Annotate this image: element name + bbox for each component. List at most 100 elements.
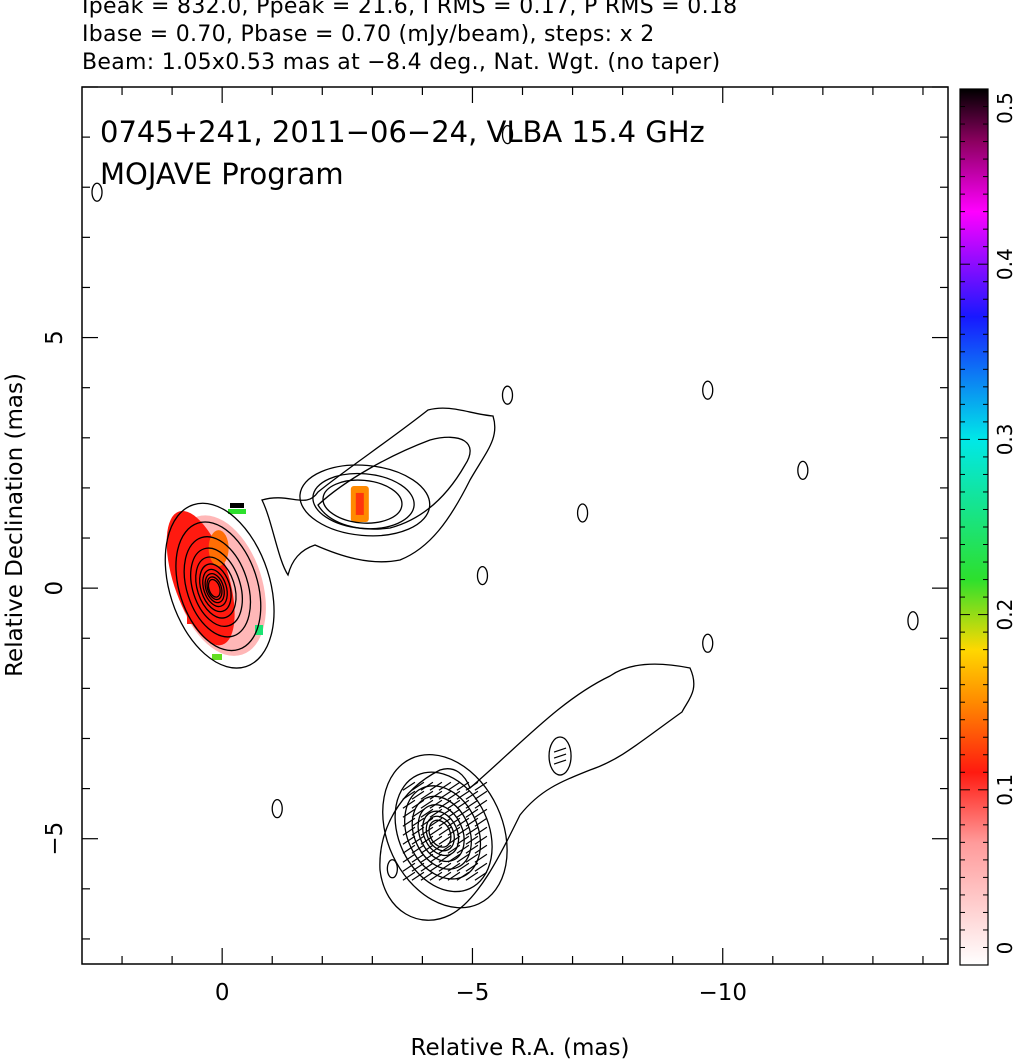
polarization-layer	[166, 485, 369, 660]
program-label: MOJAVE Program	[100, 157, 344, 191]
contour-level	[164, 502, 275, 669]
noise-contour	[797, 460, 809, 481]
polarization-patch	[255, 625, 263, 635]
contour-level	[411, 795, 472, 870]
noise-contour	[907, 611, 919, 631]
colorbar-tick-label: 0.2	[993, 599, 1017, 631]
evpa-vector	[402, 871, 416, 881]
evpa-vector	[465, 808, 479, 818]
evpa-vector	[429, 853, 443, 863]
evpa-vector	[411, 862, 425, 872]
evpa-vector	[465, 817, 479, 827]
colorbar-tick-label: 0	[993, 942, 1017, 955]
evpa-vector	[438, 871, 452, 881]
contour-level	[394, 771, 493, 893]
noise-contour	[702, 380, 714, 400]
evpa-vector	[438, 826, 452, 836]
evpa-vector	[402, 781, 416, 791]
noise-contour	[501, 124, 514, 145]
y-axis-label: Relative Declination (mas)	[2, 373, 28, 677]
header-beam-line: Beam: 1.05x0.53 mas at −8.4 deg., Nat. W…	[82, 50, 721, 75]
evpa-vector	[438, 790, 452, 800]
evpa-vector	[429, 808, 443, 818]
evpa-vector	[474, 853, 488, 863]
evpa-vector	[474, 835, 488, 845]
noise-contour	[476, 565, 489, 586]
evpa-vector	[456, 799, 470, 809]
evpa-vector	[420, 826, 434, 836]
evpa-vector	[447, 844, 461, 854]
evpa-vector	[456, 826, 470, 836]
contour-level	[312, 472, 415, 530]
contour-level	[190, 547, 243, 627]
header-stats-line: Ipeak = 832.0, Ppeak = 21.6, I RMS = 0.1…	[82, 0, 738, 19]
evpa-vector	[420, 844, 434, 854]
evpa-vector	[553, 759, 567, 765]
evpa-vector	[456, 853, 470, 863]
plot-frame	[81, 86, 949, 965]
evpa-vector	[474, 799, 488, 809]
evpa-vector	[429, 844, 443, 854]
noise-contour	[91, 182, 103, 202]
noise-contour	[386, 859, 399, 879]
evpa-vector	[402, 817, 416, 827]
evpa-vector	[402, 808, 416, 818]
evpa-vector	[411, 781, 425, 791]
colorbar-tick-label: 0.5	[993, 92, 1017, 124]
y-tick-label: 5	[42, 330, 68, 345]
evpa-vector	[411, 790, 425, 800]
evpa-vector	[474, 781, 488, 791]
evpa-vector	[429, 799, 443, 809]
evpa-vector	[474, 826, 488, 836]
evpa-vector	[411, 826, 425, 836]
contour-level	[202, 568, 228, 608]
evpa-vector	[447, 871, 461, 881]
evpa-vector	[411, 799, 425, 809]
evpa-vector	[474, 862, 488, 872]
evpa-vector	[438, 853, 452, 863]
y-tick-label: 0	[42, 581, 68, 596]
evpa-vector	[420, 853, 434, 863]
evpa-vector	[411, 844, 425, 854]
evpa-vector	[465, 790, 479, 800]
evpa-vector	[447, 826, 461, 836]
evpa-vector	[429, 826, 443, 836]
evpa-vector	[438, 781, 452, 791]
evpa-vector	[402, 862, 416, 872]
evpa-vector	[402, 844, 416, 854]
evpa-vector	[420, 799, 434, 809]
evpa-vector	[465, 826, 479, 836]
evpa-vector	[411, 817, 425, 827]
contour-level	[195, 556, 237, 619]
evpa-vector	[411, 808, 425, 818]
evpa-vector	[456, 790, 470, 800]
evpa-vector	[465, 835, 479, 845]
evpa-vector	[429, 817, 443, 827]
colorbar-tick-label: 0.3	[993, 423, 1017, 455]
header-base-line: Ibase = 0.70, Pbase = 0.70 (mJy/beam), s…	[82, 22, 655, 47]
evpa-vector	[465, 781, 479, 791]
x-tick-label: −5	[455, 980, 489, 1006]
evpa-vector	[465, 853, 479, 863]
contour-level	[382, 753, 508, 909]
north-jet-outer-contour	[261, 407, 496, 577]
evpa-vector	[456, 844, 470, 854]
evpa-vector	[402, 835, 416, 845]
noise-contour	[271, 798, 283, 819]
evpa-vector	[456, 817, 470, 827]
contour-level	[204, 572, 225, 604]
evpa-vector	[402, 853, 416, 863]
x-tick-label: −10	[698, 980, 747, 1006]
evpa-vector	[465, 844, 479, 854]
contour-level	[207, 578, 221, 598]
evpa-vector	[420, 781, 434, 791]
contour-level	[175, 521, 262, 652]
noise-contour	[576, 503, 589, 523]
evpa-vector	[411, 835, 425, 845]
noise-contour	[501, 385, 514, 405]
evpa-vector	[553, 747, 567, 753]
jet-envelope-layer	[261, 407, 695, 921]
evpa-vector	[474, 790, 488, 800]
evpa-vector	[474, 808, 488, 818]
evpa-vector	[447, 853, 461, 863]
